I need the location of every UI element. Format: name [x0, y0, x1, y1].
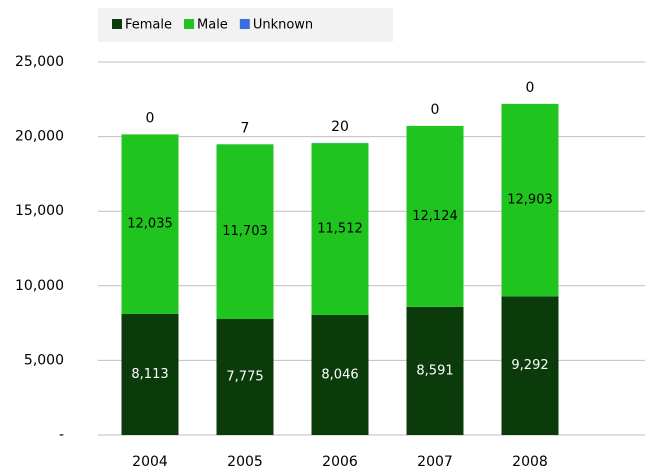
data-label: 8,591: [416, 363, 453, 378]
legend-label: Female: [125, 18, 172, 33]
y-tick-label: 5,000: [24, 352, 64, 368]
data-label: 11,512: [317, 222, 363, 237]
y-tick-label: 15,000: [15, 203, 64, 219]
x-tick-label: 2005: [227, 454, 263, 470]
legend-label: Unknown: [253, 18, 313, 33]
legend-swatch: [239, 19, 250, 29]
y-tick-label: 10,000: [15, 278, 64, 294]
data-label: 12,124: [412, 209, 458, 224]
legend-swatch: [184, 19, 195, 29]
data-label: 7: [241, 120, 250, 136]
x-tick-label: 2004: [132, 454, 168, 470]
bar-segment: [121, 313, 179, 435]
bar-segment: [311, 143, 369, 315]
data-label: 20: [331, 119, 349, 135]
y-tick-label: 20,000: [15, 129, 64, 145]
data-label: 0: [431, 102, 440, 118]
data-label: 8,046: [321, 367, 358, 382]
bar-segment: [311, 314, 369, 435]
legend-label: Male: [197, 18, 228, 33]
data-label: 9,292: [511, 358, 548, 373]
data-label: 0: [526, 80, 535, 96]
bar-segment: [501, 296, 559, 435]
y-tick-label: -: [59, 427, 64, 443]
data-label: 12,903: [507, 193, 553, 208]
data-label: 8,113: [131, 367, 168, 382]
bar-segment: [406, 306, 464, 435]
data-label: 0: [146, 110, 155, 126]
x-tick-label: 2006: [322, 454, 358, 470]
data-label: 11,703: [222, 224, 268, 239]
x-tick-label: 2008: [512, 454, 548, 470]
bar-segment: [501, 103, 559, 297]
bar-segment: [121, 134, 179, 314]
bar-segment: [216, 144, 274, 319]
legend-swatch: [112, 19, 122, 29]
bar-segment: [216, 318, 274, 435]
data-label: 12,035: [127, 217, 173, 232]
x-tick-label: 2007: [417, 454, 453, 470]
y-tick-label: 25,000: [15, 54, 64, 70]
bar-segment: [406, 125, 464, 307]
data-label: 7,775: [226, 369, 263, 384]
